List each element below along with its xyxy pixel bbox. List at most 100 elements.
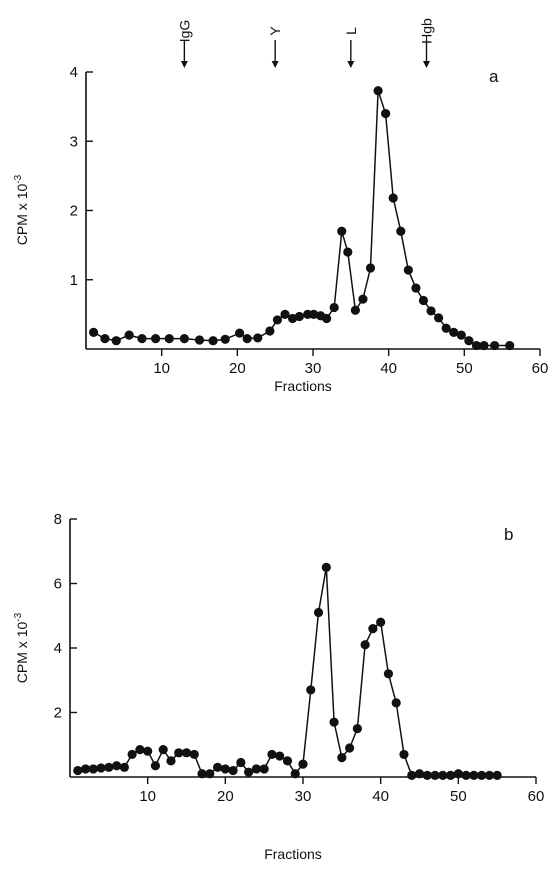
y-tick-label: 8 [54, 511, 62, 528]
data-point [388, 193, 398, 203]
data-point [124, 330, 134, 340]
x-tick-label: 50 [456, 360, 473, 377]
data-point [104, 762, 114, 772]
x-tick-label: 60 [532, 360, 549, 377]
marker-label: Y [267, 26, 283, 36]
data-point [158, 744, 168, 755]
data-point [411, 283, 421, 293]
marker-label: IgG [176, 20, 192, 43]
data-point [469, 770, 479, 780]
data-point [298, 759, 308, 769]
data-point [484, 770, 494, 780]
data-point [294, 311, 304, 322]
data-point [259, 764, 269, 774]
data-point [368, 624, 378, 634]
data-point [438, 770, 448, 780]
x-tick-label: 40 [380, 360, 397, 377]
data-point [73, 765, 83, 776]
data-point [471, 340, 482, 351]
x-tick-label: 30 [305, 360, 322, 377]
data-point [391, 698, 401, 708]
data-point [479, 340, 489, 351]
marker-label: L [343, 27, 359, 35]
data-point [358, 294, 368, 304]
chart-panel-a: 10 20 30 40 50 60 1 2 3 4 Fractions CPM x 10-3 a IgG Y… [13, 18, 548, 394]
data-point [282, 756, 293, 766]
data-point [477, 770, 487, 780]
data-point [403, 265, 413, 275]
y-axis-title-text: CPM x 10 [14, 184, 30, 246]
y-tick-label: 4 [70, 64, 78, 81]
x-tick-label: 10 [139, 788, 156, 805]
down-arrow-icon [423, 61, 430, 68]
data-point [505, 340, 515, 351]
data-point [212, 762, 223, 772]
data-point [449, 327, 459, 337]
data-point [399, 749, 409, 760]
data-point [189, 749, 199, 760]
y-axis-title-text: CPM x 10 [14, 622, 30, 684]
data-point [275, 751, 285, 761]
data-point [150, 761, 161, 771]
data-point [208, 336, 218, 346]
data-point [422, 770, 432, 780]
data-point [112, 761, 122, 771]
data-point [322, 313, 332, 324]
data-point [434, 313, 444, 323]
data-point [464, 336, 474, 346]
data-point [181, 748, 192, 758]
data-point [414, 769, 425, 779]
data-point [228, 765, 238, 776]
x-tick-label: 60 [528, 788, 545, 805]
data-point [205, 769, 215, 779]
data-point [272, 315, 283, 325]
elution-marker: IgG [176, 20, 192, 68]
marker-label: Hgb [419, 18, 435, 44]
data-point [265, 326, 275, 336]
down-arrow-icon [347, 61, 355, 68]
data-point [426, 306, 436, 316]
x-tick-label: 20 [229, 360, 246, 377]
data-point [490, 340, 500, 351]
data-point [376, 617, 386, 627]
data-point [267, 749, 277, 760]
data-point [418, 295, 429, 306]
data-point [88, 327, 99, 337]
data-point [313, 607, 324, 618]
chart-panel-b: 10 20 30 40 50 60 2 4 6 8 Fractions CPM x 10-3 b [13, 511, 544, 862]
data-point [456, 330, 466, 340]
data-point [164, 334, 174, 344]
data-point [194, 335, 205, 345]
series-line [93, 90, 510, 347]
data-point [329, 717, 339, 727]
data-point [174, 748, 184, 758]
y-axis-title-exponent: -3 [13, 174, 24, 183]
data-point [396, 226, 406, 236]
data-point [151, 334, 161, 344]
data-point [235, 328, 245, 338]
y-axis-title: CPM x 10-3 [13, 174, 30, 245]
series-line [77, 567, 498, 777]
data-point [280, 309, 290, 319]
data-point [381, 108, 391, 119]
y-tick-label: 2 [70, 203, 78, 220]
data-point [251, 764, 261, 774]
data-point [461, 770, 471, 780]
x-axis-title: Fractions [274, 378, 332, 394]
panel-label: a [489, 67, 499, 86]
x-tick-label: 40 [372, 788, 389, 805]
data-point [373, 86, 383, 96]
elution-marker: Hgb [419, 18, 435, 68]
data-point [345, 743, 355, 753]
x-tick-label: 50 [450, 788, 467, 805]
data-point [119, 762, 129, 772]
data-point [197, 769, 207, 779]
data-point [337, 753, 347, 763]
x-tick-label: 30 [295, 788, 312, 805]
data-point [365, 263, 376, 273]
data-point [166, 756, 176, 766]
data-point [80, 764, 91, 774]
data-point [329, 302, 339, 313]
